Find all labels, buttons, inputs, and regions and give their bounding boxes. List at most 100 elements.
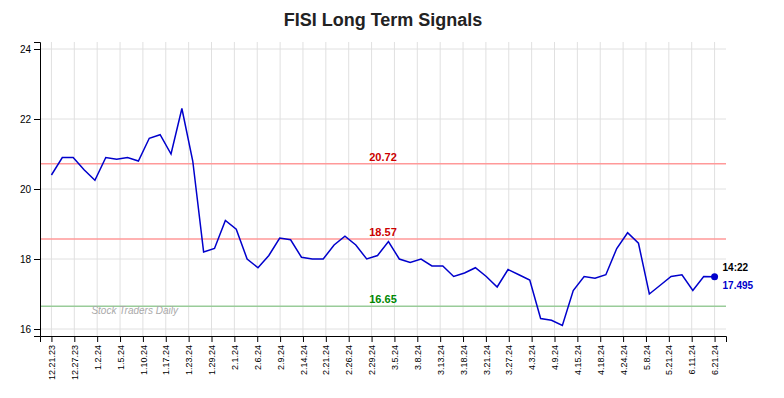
- grid-line: [188, 42, 189, 336]
- grid-line: [234, 42, 235, 336]
- grid-line: [165, 42, 166, 336]
- x-tick-mark: [143, 336, 144, 342]
- grid-line: [668, 42, 669, 336]
- x-tick-mark: [440, 336, 441, 342]
- x-tick-label: 2.1.24: [230, 345, 240, 370]
- x-tick-label: 2.26.24: [344, 345, 354, 375]
- x-tick-mark: [372, 336, 373, 342]
- grid-line: [74, 42, 75, 336]
- grid-line: [51, 42, 52, 336]
- x-tick-label: 1.17.24: [161, 345, 171, 375]
- y-tick-label: 18: [20, 254, 32, 265]
- grid-line: [371, 42, 372, 336]
- grid-line: [645, 42, 646, 336]
- x-tick-label: 2.14.24: [299, 345, 309, 375]
- x-tick: 1.5.24: [116, 336, 126, 370]
- grid-line: [714, 42, 715, 336]
- x-tick-label: 3.18.24: [459, 345, 469, 375]
- x-tick-label: 12.21.23: [47, 345, 57, 380]
- x-tick-mark: [577, 336, 578, 342]
- x-tick-mark: [212, 336, 213, 342]
- x-tick: 2.6.24: [253, 336, 263, 370]
- x-tick-mark: [349, 336, 350, 342]
- x-tick: 6.21.24: [710, 336, 720, 375]
- grid-line: [623, 42, 624, 336]
- x-tick-mark: [257, 336, 258, 342]
- grid: [40, 42, 726, 336]
- x-tick-label: 6.21.24: [710, 345, 720, 375]
- grid-line: [120, 42, 121, 336]
- x-tick-label: 3.21.24: [482, 345, 492, 375]
- x-tick-label: 3.27.24: [504, 345, 514, 375]
- reference-label: 16.65: [369, 293, 397, 305]
- grid-line: [691, 42, 692, 336]
- x-tick: 1.17.24: [161, 336, 171, 375]
- grid-line: [142, 42, 143, 336]
- grid-line: [97, 42, 98, 336]
- y-tick-mark: [34, 49, 40, 50]
- x-tick: 3.13.24: [436, 336, 446, 375]
- x-tick-mark: [623, 336, 624, 342]
- x-tick: 12.21.23: [47, 336, 57, 380]
- grid-line: [600, 42, 601, 336]
- x-tick: 2.14.24: [299, 336, 309, 375]
- grid-line: [508, 42, 509, 336]
- grid-line: [577, 42, 578, 336]
- x-tick-label: 4.9.24: [550, 345, 560, 370]
- x-tick: 1.10.24: [139, 336, 149, 375]
- x-tick-mark: [394, 336, 395, 342]
- x-tick: 2.26.24: [344, 336, 354, 375]
- x-tick: 3.27.24: [504, 336, 514, 375]
- grid-line: [325, 42, 326, 336]
- title: FISI Long Term Signals: [284, 10, 483, 30]
- x-tick-mark: [463, 336, 464, 342]
- x-tick-label: 4.24.24: [619, 345, 629, 375]
- x-tick-mark: [600, 336, 601, 342]
- x-tick: 2.21.24: [321, 336, 331, 375]
- x-tick-mark: [51, 336, 52, 342]
- grid-line: [280, 42, 281, 336]
- grid-line: [417, 42, 418, 336]
- y-tick: 20: [20, 184, 40, 195]
- x-tick-label: 3.5.24: [390, 345, 400, 370]
- x-axis: 12.21.2312.27.231.2.241.5.241.10.241.17.…: [41, 336, 727, 380]
- x-tick: 6.11.24: [687, 336, 697, 374]
- x-tick-mark: [234, 336, 235, 342]
- x-tick: 3.5.24: [390, 336, 400, 370]
- x-tick: 2.9.24: [276, 336, 286, 370]
- x-axis-line: [41, 337, 727, 343]
- y-tick-label: 22: [20, 114, 32, 125]
- x-tick: 5.21.24: [664, 336, 674, 375]
- plot: 161820222412.21.2312.27.231.2.241.5.241.…: [20, 42, 754, 380]
- x-tick-mark: [189, 336, 190, 342]
- x-tick-label: 2.21.24: [321, 345, 331, 375]
- grid-line: [348, 42, 349, 336]
- x-tick: 1.29.24: [207, 336, 217, 375]
- x-tick: 3.8.24: [413, 336, 423, 370]
- grid-line: [211, 42, 212, 336]
- x-tick-label: 2.29.24: [367, 345, 377, 375]
- reference-label: 18.57: [369, 226, 397, 238]
- x-tick-mark: [74, 336, 75, 342]
- texts: 20.7218.5716.6514:2217.495Stock Traders …: [91, 151, 753, 316]
- reference-label: 20.72: [369, 151, 397, 163]
- x-tick-mark: [326, 336, 327, 342]
- x-tick: 1.2.24: [93, 336, 103, 370]
- chart: 161820222412.21.2312.27.231.2.241.5.241.…: [0, 0, 784, 398]
- grid-line: [394, 42, 395, 336]
- x-tick-mark: [715, 336, 716, 342]
- x-tick-mark: [97, 336, 98, 342]
- watermark: Stock Traders Daily: [91, 305, 179, 316]
- reference-line: [40, 163, 726, 165]
- x-tick-label: 1.10.24: [139, 345, 149, 375]
- x-tick-label: 2.6.24: [253, 345, 263, 370]
- y-tick-mark: [34, 259, 40, 260]
- grid-line: [302, 42, 303, 336]
- x-tick-mark: [417, 336, 418, 342]
- x-tick: 3.18.24: [459, 336, 469, 375]
- x-tick: 4.18.24: [596, 336, 606, 375]
- x-tick-label: 3.8.24: [413, 345, 423, 370]
- x-tick-label: 4.15.24: [573, 345, 583, 375]
- x-tick-label: 1.2.24: [93, 345, 103, 370]
- grid-line: [257, 42, 258, 336]
